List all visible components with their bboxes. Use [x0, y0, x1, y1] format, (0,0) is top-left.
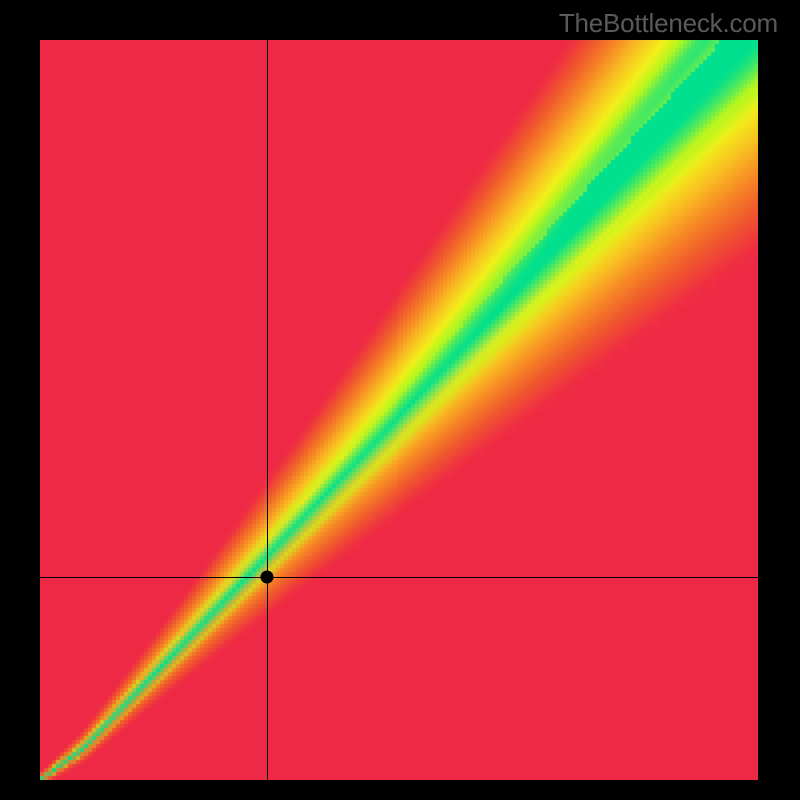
heatmap-canvas: [40, 40, 758, 780]
plot-area: [40, 40, 758, 780]
crosshair-horizontal: [40, 577, 758, 578]
selected-point-marker: [260, 570, 273, 583]
watermark-text: TheBottleneck.com: [559, 8, 778, 39]
crosshair-vertical: [267, 40, 268, 780]
